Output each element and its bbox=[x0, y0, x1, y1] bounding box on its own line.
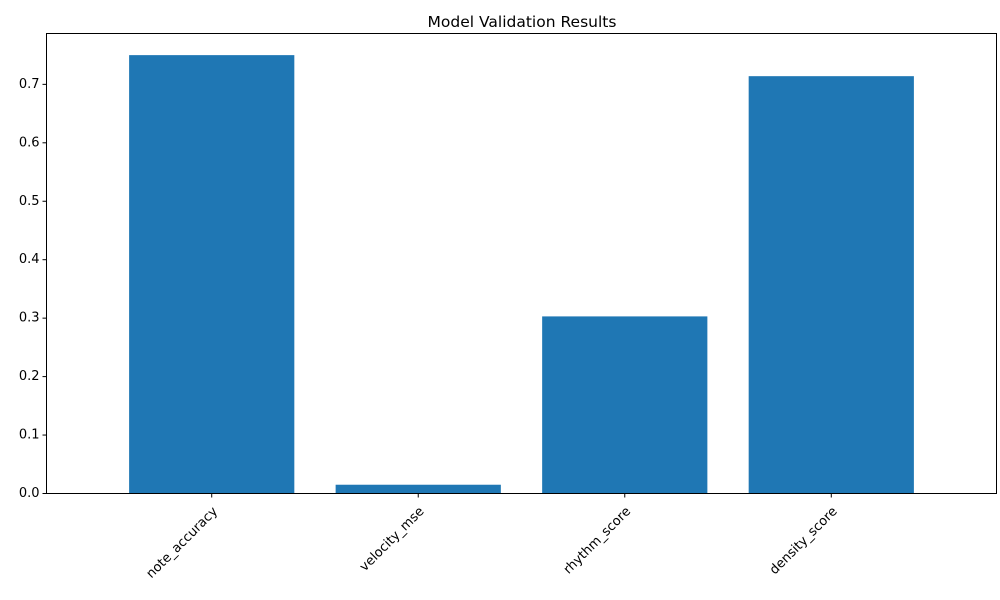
y-axis: 0.0 0.1 0.2 0.3 0.4 0.5 0.6 0.7 bbox=[19, 77, 47, 501]
y-tick-label: 0.0 bbox=[19, 486, 40, 501]
y-tick-label: 0.3 bbox=[19, 311, 40, 326]
chart-title: Model Validation Results bbox=[428, 13, 617, 31]
y-tick-label: 0.4 bbox=[19, 252, 40, 267]
y-tick-label: 0.1 bbox=[19, 428, 40, 443]
y-tick-label: 0.6 bbox=[19, 135, 40, 150]
bar-density-score bbox=[748, 76, 914, 494]
y-tick-label: 0.5 bbox=[19, 194, 40, 209]
y-tick-label: 0.7 bbox=[19, 77, 40, 92]
plot-frame bbox=[46, 33, 997, 494]
bars-group bbox=[129, 55, 914, 494]
y-tick-label: 0.2 bbox=[19, 369, 40, 384]
bar-velocity-mse bbox=[335, 484, 501, 494]
bar-rhythm-score bbox=[542, 316, 708, 494]
bar-note-accuracy bbox=[129, 55, 295, 494]
